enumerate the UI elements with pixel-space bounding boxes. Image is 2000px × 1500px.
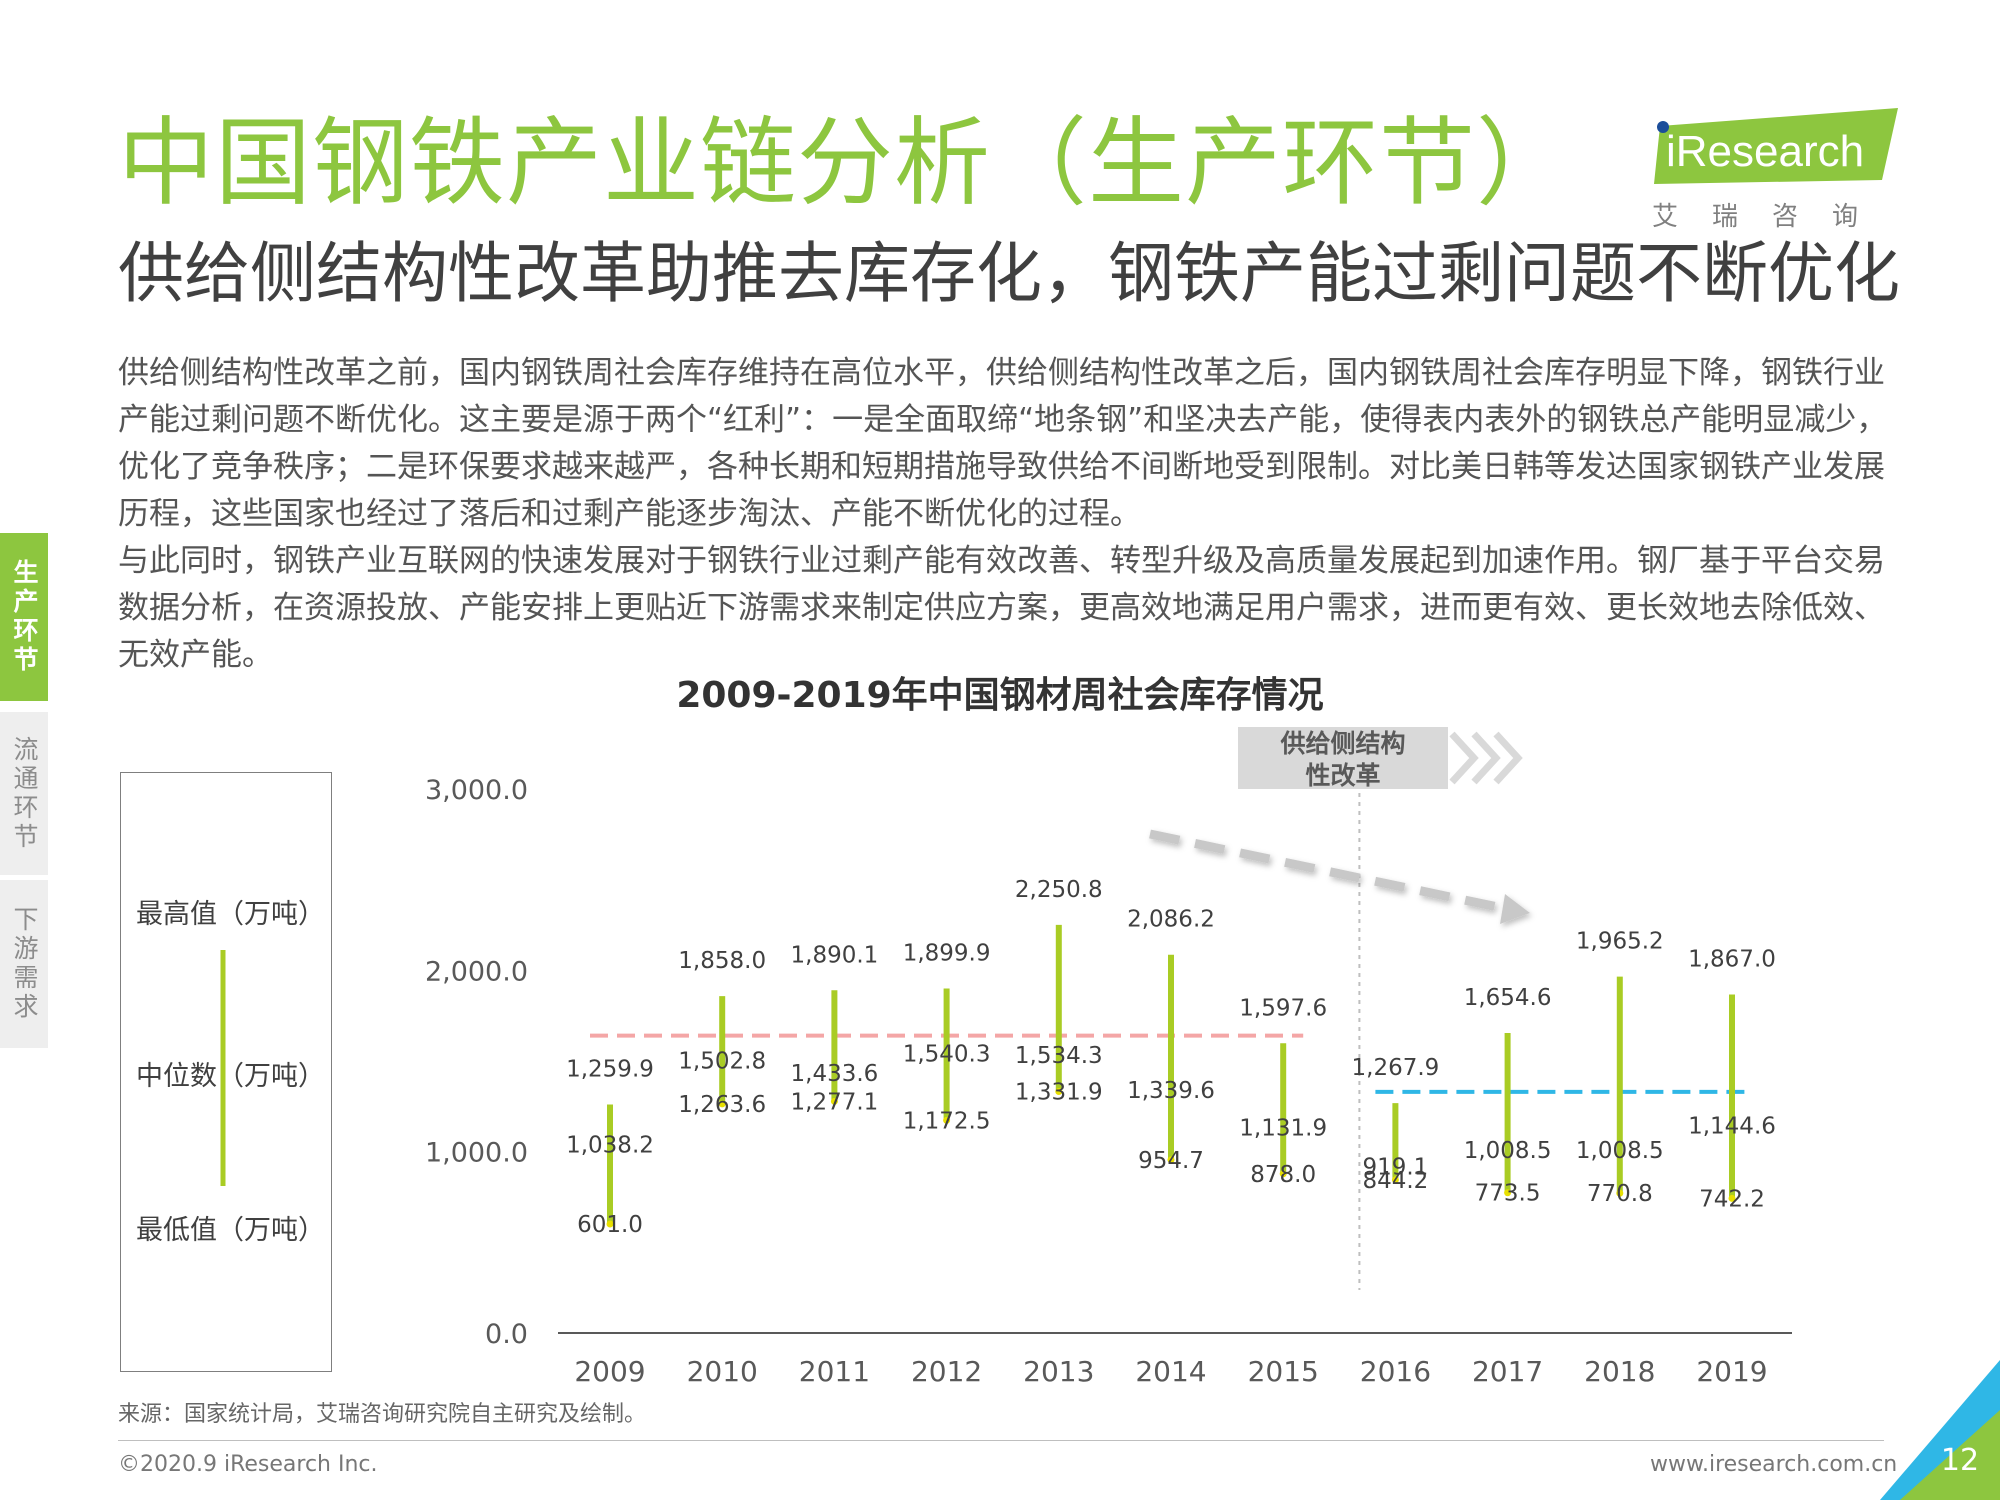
legend-max-label: 最高值（万吨） — [136, 899, 325, 930]
tab-production[interactable]: 生产环节 — [0, 533, 48, 701]
min-value-label: 1,502.8 — [678, 1048, 766, 1074]
y-tick-label: 2,000.0 — [425, 956, 528, 987]
median-value-label: 1,008.5 — [1464, 1138, 1552, 1164]
range-bar-end — [718, 1100, 726, 1108]
max-value-label: 1,858.0 — [678, 948, 766, 974]
min-value-label: 1,339.6 — [1127, 1078, 1215, 1104]
median-value-label: 1,331.9 — [1015, 1079, 1103, 1105]
min-value-label: 1,433.6 — [791, 1061, 879, 1087]
y-tick-label: 3,000.0 — [425, 775, 528, 806]
range-bar-end — [1728, 1194, 1736, 1202]
x-tick-label: 2019 — [1696, 1355, 1767, 1388]
median-value-label: 1,263.6 — [678, 1092, 766, 1118]
median-value-label: 878.0 — [1250, 1162, 1316, 1188]
chart-legend — [120, 772, 332, 1372]
median-value-label: 954.7 — [1138, 1148, 1204, 1174]
page-number: 12 — [1940, 1443, 1980, 1478]
min-value-label: 773.5 — [1475, 1181, 1541, 1207]
chevron-arrows-icon — [1449, 731, 1523, 785]
x-tick-label: 2017 — [1472, 1355, 1543, 1388]
max-value-label: 1,890.1 — [791, 942, 879, 968]
chart-title: 2009-2019年中国钢材周社会库存情况 — [676, 675, 1324, 716]
body-text: 供给侧结构性改革之前，国内钢铁周社会库存维持在高位水平，供给侧结构性改革之后，国… — [118, 350, 1898, 679]
range-bar-end — [1167, 1156, 1175, 1164]
tab-circulation[interactable]: 流通环节 — [0, 712, 48, 875]
x-tick-label: 2015 — [1248, 1355, 1319, 1388]
x-tick-label: 2012 — [911, 1355, 982, 1388]
x-tick-label: 2018 — [1584, 1355, 1655, 1388]
median-value-label: 1,277.1 — [791, 1089, 879, 1115]
x-tick-label: 2013 — [1023, 1355, 1094, 1388]
max-value-label: 1,654.6 — [1464, 985, 1552, 1011]
logo-chinese-text: 艾瑞咨询 — [1652, 202, 1893, 232]
y-tick-label: 1,000.0 — [425, 1138, 528, 1169]
x-tick-label: 2016 — [1360, 1355, 1431, 1388]
range-bar-end — [1504, 1189, 1512, 1197]
footer-divider — [118, 1440, 1884, 1441]
min-value-label: 844.2 — [1362, 1168, 1428, 1194]
range-bar-end — [1279, 1170, 1287, 1178]
tab-demand[interactable]: 下游需求 — [0, 880, 48, 1048]
range-bar-end — [1055, 1087, 1063, 1095]
paragraph-1: 供给侧结构性改革之前，国内钢铁周社会库存维持在高位水平，供给侧结构性改革之后，国… — [118, 355, 1888, 532]
legend-min-label: 最低值（万吨） — [136, 1215, 325, 1246]
max-value-label: 1,267.9 — [1352, 1055, 1440, 1081]
x-tick-label: 2010 — [687, 1355, 758, 1388]
x-tick-label: 2009 — [574, 1355, 645, 1388]
min-value-label: 601.0 — [577, 1212, 643, 1238]
page-subtitle: 供给侧结构性改革助推去库存化，钢铁产能过剩问题不断优化 — [118, 235, 1900, 312]
website-link[interactable]: www.iresearch.com.cn — [1650, 1452, 1898, 1477]
range-bar-end — [943, 1116, 951, 1124]
range-bar-end — [1616, 1189, 1624, 1197]
reform-annotation-box — [1238, 727, 1448, 789]
median-value-label: 1,144.6 — [1688, 1113, 1776, 1139]
min-value-label: 1,131.9 — [1239, 1116, 1327, 1142]
median-value-label: 1,038.2 — [566, 1133, 654, 1159]
max-value-label: 1,867.0 — [1688, 946, 1776, 972]
min-value-label: 1,540.3 — [903, 1042, 991, 1068]
reform-annotation-line2: 性改革 — [1305, 761, 1380, 790]
range-bar-end — [1391, 1176, 1399, 1184]
logo-text: iResearch — [1666, 127, 1864, 176]
max-value-label: 1,965.2 — [1576, 929, 1664, 955]
median-value-label: 919.1 — [1362, 1154, 1428, 1180]
min-value-label: 742.2 — [1699, 1186, 1765, 1212]
min-value-label: 1,534.3 — [1015, 1043, 1103, 1069]
range-bar-end — [830, 1097, 838, 1105]
trend-arrow — [1149, 829, 1530, 924]
page-title: 中国钢铁产业链分析（生产环节） — [118, 107, 1573, 219]
median-value-label: 1,172.5 — [903, 1108, 991, 1134]
source-note: 来源：国家统计局，艾瑞咨询研究院自主研究及绘制。 — [118, 1402, 647, 1427]
legend-median-label: 中位数（万吨） — [136, 1061, 325, 1092]
max-value-label: 1,899.9 — [903, 940, 991, 966]
x-tick-label: 2014 — [1135, 1355, 1206, 1388]
reform-annotation-line1: 供给侧结构 — [1279, 729, 1405, 758]
y-tick-label: 0.0 — [485, 1319, 528, 1350]
max-value-label: 1,259.9 — [566, 1057, 654, 1083]
corner-decoration — [1880, 1360, 2000, 1500]
max-value-label: 2,250.8 — [1015, 877, 1103, 903]
x-tick-label: 2011 — [799, 1355, 870, 1388]
paragraph-2: 与此同时，钢铁产业互联网的快速发展对于钢铁行业过剩产能有效改善、转型升级及高质量… — [118, 543, 1885, 673]
max-value-label: 2,086.2 — [1127, 907, 1215, 933]
median-value-label: 1,008.5 — [1576, 1138, 1664, 1164]
min-value-label: 770.8 — [1587, 1181, 1653, 1207]
iresearch-logo: iResearch — [1654, 108, 1898, 184]
range-bar-end — [606, 1220, 614, 1228]
max-value-label: 1,597.6 — [1239, 995, 1327, 1021]
copyright-text: ©2020.9 iResearch Inc. — [118, 1452, 378, 1477]
